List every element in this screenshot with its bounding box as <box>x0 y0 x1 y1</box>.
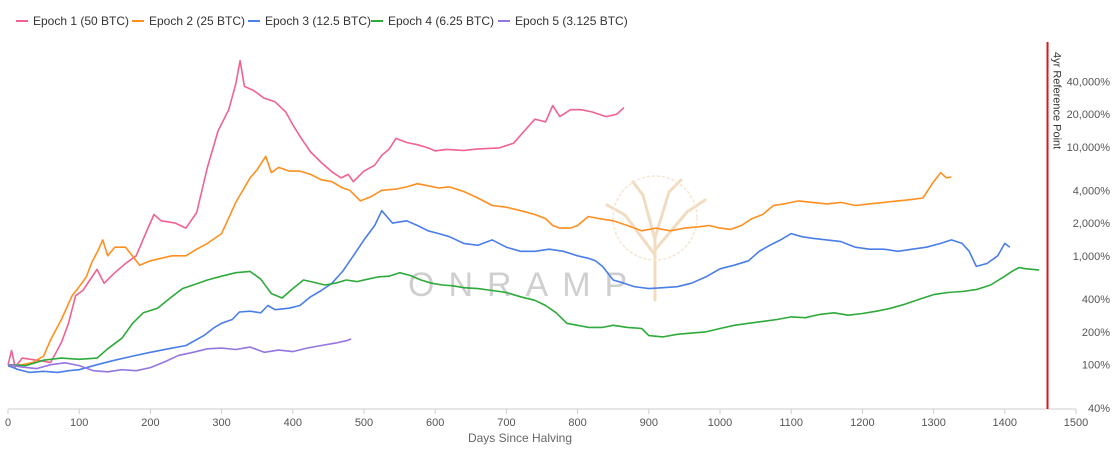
x-tick-label: 1300 <box>921 417 945 429</box>
series-line <box>7 338 352 373</box>
legend-label: Epoch 5 (3.125 BTC) <box>515 14 628 28</box>
legend-item[interactable]: Epoch 3 (12.5 BTC) <box>248 14 371 28</box>
y-tick-label: 20,000% <box>1067 109 1111 121</box>
legend-item[interactable]: Epoch 1 (50 BTC) <box>16 14 129 28</box>
x-tick-label: 0 <box>5 417 11 429</box>
x-tick-label: 900 <box>640 417 658 429</box>
x-tick-label: 1100 <box>779 417 803 429</box>
y-tick-label: 40% <box>1088 403 1110 415</box>
x-tick-label: 600 <box>426 417 444 429</box>
series-line <box>7 59 625 368</box>
reference-line-label: 4yr Reference Point <box>1051 52 1063 149</box>
y-tick-label: 4,000% <box>1073 185 1111 197</box>
legend-label: Epoch 4 (6.25 BTC) <box>388 14 494 28</box>
reference-line-group: 4yr Reference Point <box>1046 42 1063 409</box>
legend-label: Epoch 3 (12.5 BTC) <box>265 14 371 28</box>
x-tick-label: 300 <box>212 417 230 429</box>
y-tick-label: 40,000% <box>1067 76 1111 88</box>
legend-item[interactable]: Epoch 2 (25 BTC) <box>132 14 245 28</box>
series-line <box>7 209 1011 374</box>
x-tick-label: 400 <box>284 417 302 429</box>
x-tick-label: 1000 <box>708 417 732 429</box>
legend-item[interactable]: Epoch 4 (6.25 BTC) <box>371 14 494 28</box>
series-line <box>7 155 952 367</box>
watermark: ONRAMP <box>408 175 707 304</box>
x-tick-label: 1200 <box>850 417 874 429</box>
y-tick-label: 2,000% <box>1073 218 1111 230</box>
x-tick-label: 700 <box>497 417 515 429</box>
legend-label: Epoch 2 (25 BTC) <box>149 14 245 28</box>
legend-item[interactable]: Epoch 5 (3.125 BTC) <box>498 14 628 28</box>
y-tick-label: 100% <box>1082 360 1110 372</box>
y-tick-label: 1,000% <box>1073 251 1111 263</box>
x-tick-label: 1400 <box>993 417 1017 429</box>
y-tick-label: 400% <box>1082 294 1110 306</box>
legend-label: Epoch 1 (50 BTC) <box>33 14 129 28</box>
x-axis: 0 100 200 300 400 500 600 700 800 900 1000 1100 1200… <box>5 408 1088 445</box>
y-tick-label: 10,000% <box>1067 142 1111 154</box>
y-tick-label: 200% <box>1082 327 1110 339</box>
series-line <box>7 266 1040 367</box>
x-tick-label: 1500 <box>1064 417 1088 429</box>
x-tick-label: 800 <box>568 417 586 429</box>
x-axis-title: Days Since Halving <box>468 431 572 445</box>
series-layer <box>7 59 1040 374</box>
x-tick-label: 500 <box>355 417 373 429</box>
legend: Epoch 1 (50 BTC) Epoch 2 (25 BTC) Epoch 3 … <box>16 14 628 28</box>
y-axis: 40% 100% 200% 400% 1,000% 2,000% 4,000% 10,000%… <box>1067 76 1111 415</box>
x-tick-label: 100 <box>70 417 88 429</box>
x-tick-label: 200 <box>141 417 159 429</box>
